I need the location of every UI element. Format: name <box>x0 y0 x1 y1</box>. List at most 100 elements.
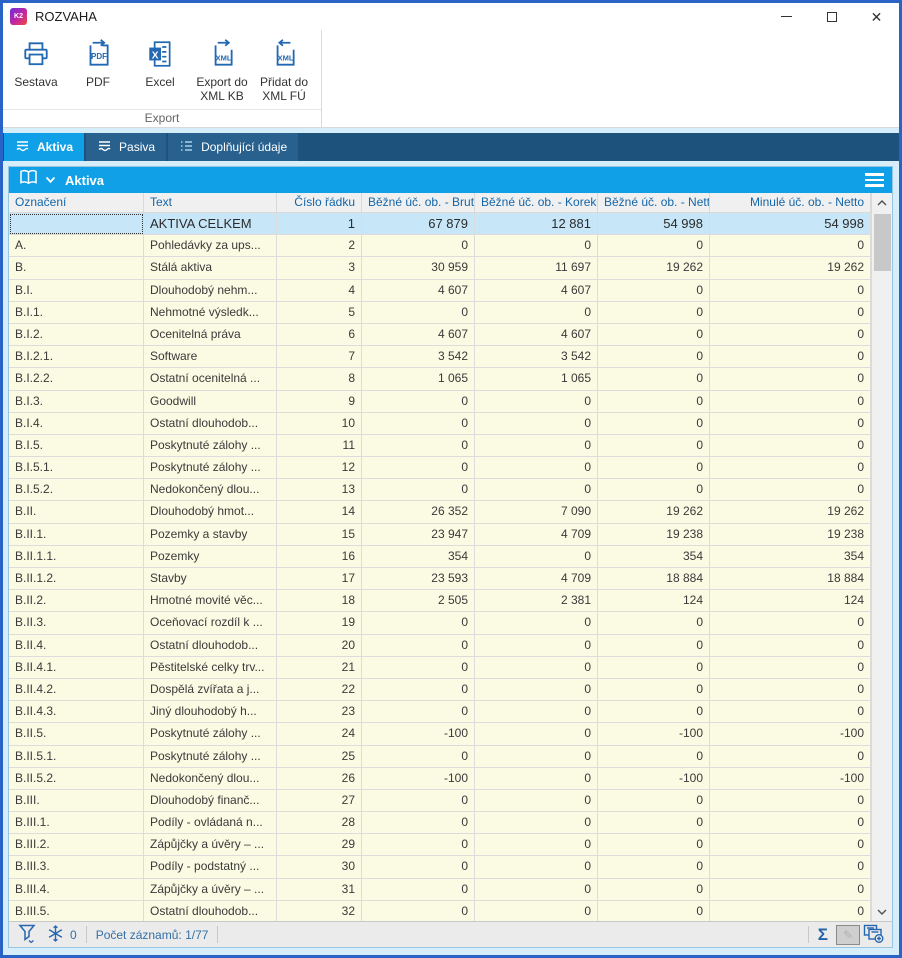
cell-netto: 124 <box>598 590 710 613</box>
table-row[interactable]: B.II.4. Ostatní dlouhodob... 20 0 0 0 0 <box>9 634 871 657</box>
cell-text: Poskytnuté zálohy ... <box>144 434 277 458</box>
excel-button[interactable]: X Excel <box>129 37 191 90</box>
cell-cislo-radku: 29 <box>277 834 362 857</box>
tab-strip: Aktiva Pasiva Doplňující údaje <box>3 133 899 161</box>
column-header-oznaceni[interactable]: Označení <box>9 193 144 213</box>
snowflake-icon[interactable] <box>47 924 64 945</box>
cell-brutto: 3 542 <box>362 346 475 369</box>
minimize-button[interactable] <box>764 3 809 30</box>
table-row[interactable]: B.II.4.2. Dospělá zvířata a j... 22 0 0 0 0 <box>9 678 871 702</box>
column-header-text[interactable]: Text <box>144 193 277 213</box>
export-xml-kb-button[interactable]: XML Export do XML KB <box>191 37 253 103</box>
table-row[interactable]: B.II.3. Oceňovací rozdíl k ... 19 0 0 0 0 <box>9 612 871 635</box>
cell-text: Podíly - ovládaná n... <box>144 812 277 835</box>
cell-oznaceni: B.II.5.2. <box>9 767 144 790</box>
table-row[interactable]: B.III.3. Podíly - podstatný ... 30 0 0 0 0 <box>9 856 871 879</box>
cell-text: Dospělá zvířata a j... <box>144 678 277 702</box>
table-row[interactable]: B.I.2. Ocenitelná práva 6 4 607 4 607 0 0 <box>9 323 871 347</box>
cell-minule-netto: -100 <box>710 767 871 790</box>
table-row[interactable]: B.III.4. Zápůjčky a úvěry – ... 31 0 0 0 0 <box>9 878 871 901</box>
table-row[interactable]: AKTIVA CELKEM 1 67 879 12 881 54 998 54 998 <box>9 213 871 236</box>
column-header-bezne-brutto[interactable]: Běžné úč. ob. - Brutto <box>362 193 475 213</box>
tab-pasiva[interactable]: Pasiva <box>86 133 167 161</box>
cell-cislo-radku: 2 <box>277 235 362 258</box>
menu-icon[interactable] <box>865 173 884 187</box>
cell-korekce: 0 <box>475 612 598 635</box>
cell-brutto: 0 <box>362 900 475 921</box>
cell-oznaceni: B.II.1. <box>9 523 144 546</box>
sum-button[interactable]: Σ <box>817 925 828 944</box>
ribbon-buttons: Sestava PDF PDF <box>3 30 321 109</box>
table-row[interactable]: B.II.1.1. Pozemky 16 354 0 354 354 <box>9 545 871 568</box>
table-row[interactable]: B.I.1. Nehmotné výsledk... 5 0 0 0 0 <box>9 301 871 324</box>
cell-korekce: 12 881 <box>475 213 598 236</box>
chevron-down-icon[interactable] <box>45 171 56 189</box>
table-row[interactable]: B.I. Dlouhodobý nehm... 4 4 607 4 607 0 0 <box>9 279 871 302</box>
title-bar: K2 ROZVAHA ✕ <box>3 3 899 30</box>
cell-netto: 0 <box>598 479 710 502</box>
pdf-button[interactable]: PDF PDF <box>67 37 129 90</box>
table-row[interactable]: B.II.2. Hmotné movité věc... 18 2 505 2 381 1… <box>9 590 871 613</box>
table-row[interactable]: B.I.4. Ostatní dlouhodob... 10 0 0 0 0 <box>9 412 871 435</box>
table-row[interactable]: B.I.2.1. Software 7 3 542 3 542 0 0 <box>9 346 871 369</box>
cell-korekce: 0 <box>475 457 598 480</box>
scroll-up-icon[interactable] <box>872 193 892 212</box>
frame-gap <box>3 948 899 955</box>
cell-oznaceni: B.III.3. <box>9 856 144 879</box>
cell-cislo-radku: 27 <box>277 789 362 813</box>
table-row[interactable]: B.I.3. Goodwill 9 0 0 0 0 <box>9 390 871 413</box>
pridat-xml-fu-button[interactable]: XML Přidat do XML FÚ <box>253 37 315 103</box>
cell-netto: 18 884 <box>598 568 710 591</box>
table-row[interactable]: B.III.5. Ostatní dlouhodob... 32 0 0 0 0 <box>9 900 871 921</box>
cell-korekce: 4 607 <box>475 323 598 347</box>
cell-cislo-radku: 8 <box>277 368 362 391</box>
sestava-button[interactable]: Sestava <box>5 37 67 90</box>
cell-brutto: 4 607 <box>362 279 475 302</box>
table-row[interactable]: B.I.5.1. Poskytnuté zálohy ... 12 0 0 0 0 <box>9 457 871 480</box>
table-row[interactable]: B.II.5.2. Nedokončený dlou... 26 -100 0 -100-… <box>9 767 871 790</box>
cell-brutto: 4 607 <box>362 323 475 347</box>
table-row[interactable]: B.I.5. Poskytnuté zálohy ... 11 0 0 0 0 <box>9 434 871 458</box>
table-row[interactable]: B.II.5. Poskytnuté zálohy ... 24 -100 0 -100-… <box>9 723 871 746</box>
cell-brutto: 2 505 <box>362 590 475 613</box>
cell-cislo-radku: 12 <box>277 457 362 480</box>
cell-netto: 0 <box>598 634 710 657</box>
cell-cislo-radku: 1 <box>277 213 362 236</box>
table-row[interactable]: B.I.5.2. Nedokončený dlou... 13 0 0 0 0 <box>9 479 871 502</box>
cell-minule-netto: 0 <box>710 701 871 724</box>
table-row[interactable]: B. Stálá aktiva 3 30 959 11 697 19 262 19 262 <box>9 257 871 280</box>
table-row[interactable]: B.II.1.2. Stavby 17 23 593 4 709 18 884 18 884 <box>9 568 871 591</box>
vertical-scrollbar[interactable] <box>871 193 892 921</box>
table-row[interactable]: B.II.4.3. Jiný dlouhodobý h... 23 0 0 0 0 <box>9 701 871 724</box>
cell-oznaceni: B.II.5.1. <box>9 745 144 768</box>
cell-text: Dlouhodobý finanč... <box>144 789 277 813</box>
table-row[interactable]: B.II.4.1. Pěstitelské celky trv... 21 0 0 0 0 <box>9 656 871 679</box>
tab-aktiva[interactable]: Aktiva <box>4 133 85 161</box>
column-header-bezne-korekce[interactable]: Běžné úč. ob. - Korekce <box>475 193 598 213</box>
table-row[interactable]: B.II.5.1. Poskytnuté zálohy ... 25 0 0 0 0 <box>9 745 871 768</box>
tab-doplnujici-udaje[interactable]: Doplňující údaje <box>168 133 299 161</box>
column-header-minule-netto[interactable]: Minulé úč. ob. - Netto <box>710 193 871 213</box>
table-row[interactable]: A. Pohledávky za ups... 2 0 0 0 0 <box>9 235 871 258</box>
duplicate-window-button[interactable] <box>863 924 884 946</box>
close-button[interactable]: ✕ <box>854 3 899 30</box>
cell-korekce: 0 <box>475 479 598 502</box>
table-row[interactable]: B.III.2. Zápůjčky a úvěry – ... 29 0 0 0 0 <box>9 834 871 857</box>
scroll-down-icon[interactable] <box>872 902 892 921</box>
table-row[interactable]: B.II. Dlouhodobý hmot... 14 26 352 7 090 19 2… <box>9 501 871 524</box>
column-header-cislo-radku[interactable]: Číslo řádku <box>277 193 362 213</box>
cell-korekce: 3 542 <box>475 346 598 369</box>
table-row[interactable]: B.III. Dlouhodobý finanč... 27 0 0 0 0 <box>9 789 871 813</box>
cell-cislo-radku: 3 <box>277 257 362 280</box>
filter-icon[interactable] <box>18 923 37 946</box>
scrollbar-thumb[interactable] <box>873 214 891 271</box>
cell-minule-netto: 0 <box>710 612 871 635</box>
column-header-bezne-netto[interactable]: Běžné úč. ob. - Netto <box>598 193 710 213</box>
cell-cislo-radku: 31 <box>277 878 362 901</box>
cell-korekce: 0 <box>475 301 598 324</box>
table-row[interactable]: B.II.1. Pozemky a stavby 15 23 947 4 709 19 2… <box>9 523 871 546</box>
cell-netto: 0 <box>598 323 710 347</box>
maximize-button[interactable] <box>809 3 854 30</box>
table-row[interactable]: B.III.1. Podíly - ovládaná n... 28 0 0 0 0 <box>9 812 871 835</box>
table-row[interactable]: B.I.2.2. Ostatní ocenitelná ... 8 1 065 1 06… <box>9 368 871 391</box>
